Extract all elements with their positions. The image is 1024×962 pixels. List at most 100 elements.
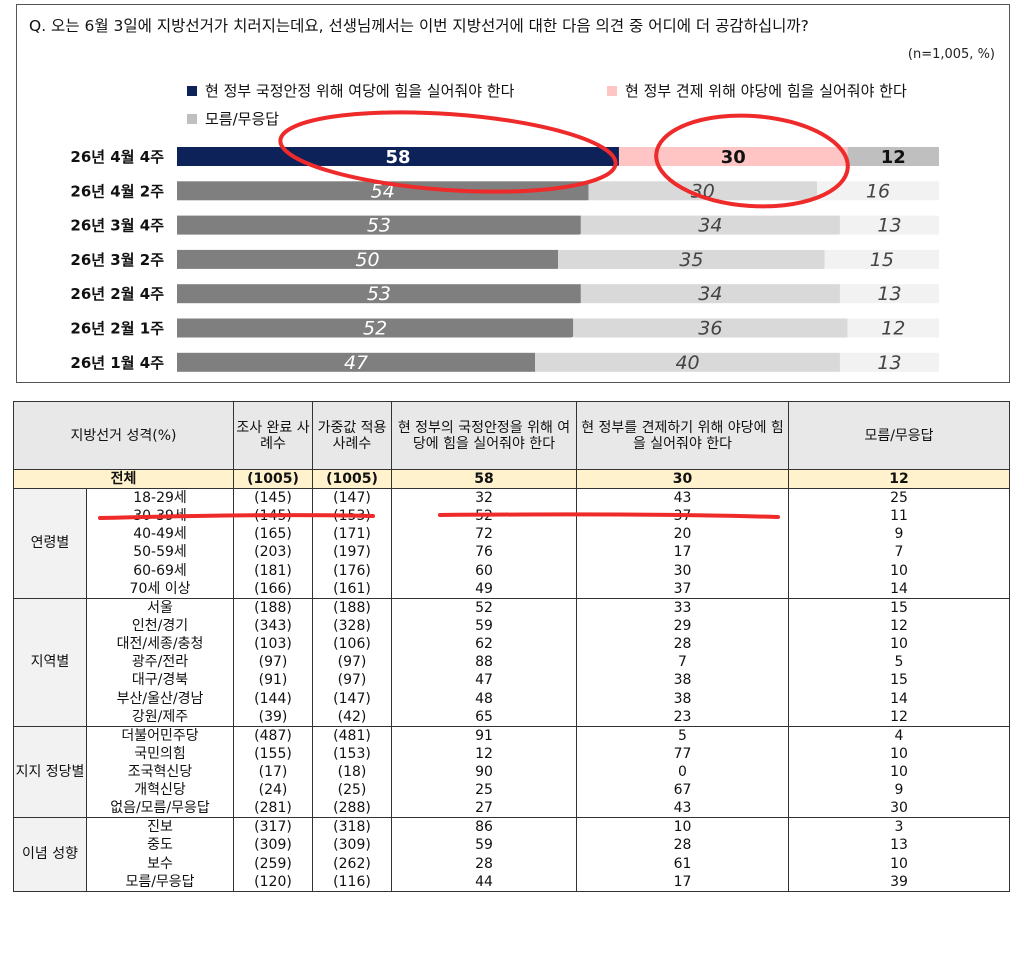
cell-dk: 10 (788, 762, 1010, 782)
bar-segment-dk (839, 284, 939, 304)
cell-weighted: (288) (312, 799, 392, 819)
group-label: 지지 정당별 (13, 725, 87, 819)
cell-dk: 12 (788, 616, 1010, 635)
cell-gov: 49 (391, 579, 577, 599)
bar-segment-gov (177, 215, 581, 235)
cell-opp: 5 (576, 725, 789, 745)
data-label-gov: 50 (355, 249, 379, 271)
cell-gov: 28 (391, 854, 577, 873)
cell-label: 개혁신당 (86, 781, 234, 800)
cell-completed: (91) (233, 671, 313, 690)
cell-opp: 28 (576, 634, 789, 654)
cell-opp: 28 (576, 836, 789, 855)
legend-label-dk: 모름/무응답 (205, 110, 280, 128)
table-row: 인천/경기 (343) (328) 59 29 12 (14, 616, 1010, 635)
cell-label: 중도 (86, 836, 234, 855)
cell-opp: 61 (576, 854, 789, 873)
connector-line (816, 165, 848, 182)
cell-opp: 43 (576, 799, 789, 819)
cell-label: 없음/모름/무응답 (86, 799, 234, 819)
connector-line (816, 199, 841, 217)
cell-label: 보수 (86, 854, 234, 873)
total-gov: 58 (391, 469, 577, 489)
data-label-gov: 58 (385, 147, 410, 168)
connector-line (824, 268, 841, 285)
cell-opp: 29 (576, 616, 789, 635)
cell-completed: (343) (233, 616, 313, 635)
bar-segment-dk (847, 147, 939, 166)
header-gov: 현 정부의 국정안정을 위해 여당에 힘을 실어줘야 한다 (391, 401, 577, 470)
data-label-opp: 40 (675, 352, 699, 374)
cell-opp: 33 (576, 597, 789, 617)
cell-weighted: (106) (312, 634, 392, 654)
cell-dk: 12 (788, 707, 1010, 727)
cell-gov: 25 (391, 781, 577, 800)
cell-gov: 44 (391, 872, 577, 892)
cell-opp: 67 (576, 781, 789, 800)
connector-line (839, 337, 849, 354)
group-label: 연령별 (13, 488, 87, 599)
cell-weighted: (262) (312, 854, 392, 873)
bar-segment-gov (177, 249, 558, 269)
cell-opp: 17 (576, 872, 789, 892)
table-row: 연령별 18-29세 (145) (147) 32 43 25 (13, 488, 1010, 599)
legend-swatch-gov (187, 85, 197, 96)
cell-weighted: (97) (312, 653, 392, 672)
cell-gov: 32 (391, 488, 577, 507)
connector-line (839, 302, 849, 319)
cell-gov: 76 (391, 543, 577, 562)
cell-label: 대전/세종/충청 (86, 634, 234, 654)
group-label: 이념 성향 (13, 817, 87, 892)
data-label-dk: 12 (881, 318, 905, 340)
bar-segment-opp (580, 284, 840, 304)
category-label: 26년 3월 4주 (70, 217, 164, 235)
cell-gov: 65 (391, 707, 577, 727)
cell-gov: 52 (391, 597, 577, 617)
chart-panel: Q. 오는 6월 3일에 지방선거가 치러지는데요, 선생님께서는 이번 지방선… (16, 4, 1010, 383)
table-row: 대전/세종/충청 (103) (106) 62 28 10 (14, 634, 1010, 654)
cell-completed: (144) (233, 689, 313, 708)
table-row: 60-69세 (181) (176) 60 30 10 (14, 561, 1010, 580)
cell-dk: 9 (788, 781, 1010, 800)
cell-completed: (39) (233, 707, 313, 727)
cell-opp: 30 (576, 561, 789, 580)
data-label-opp: 36 (698, 318, 722, 340)
table-row: 보수 (259) (262) 28 61 10 (14, 854, 1010, 873)
crosstab-table: 지방선거 성격(%) 조사 완료 사례수 가중값 적용 사례수 현 정부의 국정… (13, 401, 1010, 892)
cell-gov: 47 (391, 671, 577, 690)
bar-segment-gov (177, 318, 574, 338)
cell-completed: (97) (233, 653, 313, 672)
cell-label: 60-69세 (86, 561, 234, 580)
total-weighted: (1005) (312, 469, 392, 489)
cell-gov: 27 (391, 799, 577, 819)
bar-segment-opp (558, 249, 825, 269)
cell-weighted: (481) (312, 725, 392, 745)
cell-completed: (145) (233, 488, 313, 507)
cell-opp: 37 (576, 507, 789, 526)
cell-gov: 59 (391, 616, 577, 635)
cell-dk: 14 (788, 579, 1010, 599)
table-row-total: 전체 (1005) (1005) 58 30 12 (13, 469, 1010, 489)
cell-weighted: (161) (312, 579, 392, 599)
connector-line (580, 199, 590, 216)
legend-label-gov: 현 정부 국정안정 위해 여당에 힘을 실어줘야 한다 (205, 82, 515, 100)
cell-opp: 77 (576, 744, 789, 763)
data-label-gov: 53 (367, 283, 391, 305)
sample-size-note: (n=1,005, %) (907, 47, 995, 62)
cell-weighted: (97) (312, 671, 392, 690)
bar-segment-opp (573, 318, 848, 338)
table-row: 대구/경북 (91) (97) 47 38 15 (14, 671, 1010, 690)
cell-opp: 0 (576, 762, 789, 782)
legend-item-gov: 현 정부 국정안정 위해 여당에 힘을 실어줘야 한다 (187, 80, 514, 101)
cell-weighted: (328) (312, 616, 392, 635)
cell-dk: 5 (788, 653, 1010, 672)
cell-dk: 11 (788, 507, 1010, 526)
data-label-dk: 13 (877, 215, 901, 237)
cell-dk: 39 (788, 872, 1010, 892)
cell-label: 18-29세 (86, 488, 234, 507)
cell-label: 40-49세 (86, 525, 234, 544)
question-text: Q. 오는 6월 3일에 지방선거가 치러지는데요, 선생님께서는 이번 지방선… (29, 17, 809, 35)
cell-opp: 23 (576, 707, 789, 727)
header-category: 지방선거 성격(%) (13, 401, 234, 470)
data-label-gov: 53 (367, 215, 391, 237)
